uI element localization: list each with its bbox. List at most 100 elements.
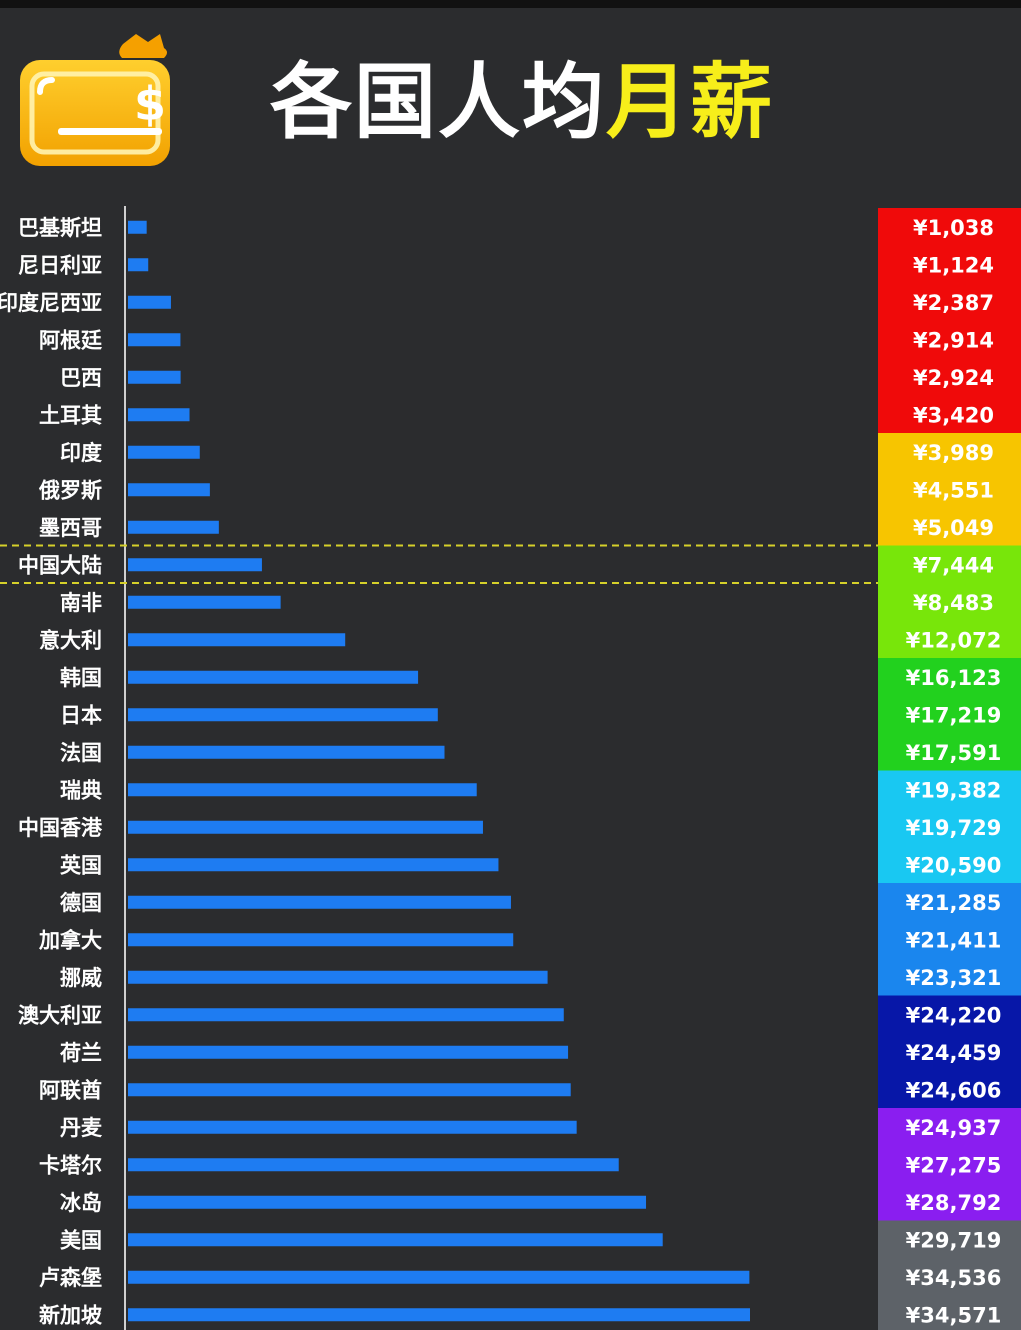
value-box: [878, 808, 1021, 847]
salary-bar: [128, 670, 419, 684]
country-label: 巴西: [60, 366, 102, 390]
value-box: [878, 1108, 1021, 1147]
value-label: ¥1,038: [913, 216, 994, 240]
country-label: 卢森堡: [39, 1266, 102, 1290]
salary-bar: [128, 1045, 569, 1059]
value-label: ¥3,989: [913, 441, 994, 465]
salary-bar: [128, 220, 147, 234]
salary-bar: [128, 820, 483, 834]
value-box: [878, 883, 1021, 922]
value-box: [878, 770, 1021, 809]
salary-bar: [128, 970, 548, 984]
salary-bar: [128, 595, 281, 609]
value-label: ¥23,321: [906, 966, 1002, 990]
country-label: 阿联酋: [39, 1078, 102, 1102]
value-label: ¥4,551: [913, 478, 994, 502]
value-label: ¥28,792: [906, 1191, 1002, 1215]
value-box: [878, 958, 1021, 997]
value-box: [878, 920, 1021, 959]
value-box: [878, 470, 1021, 509]
value-label: ¥17,591: [906, 741, 1002, 765]
value-label: ¥2,914: [913, 328, 994, 352]
value-label: ¥21,411: [906, 928, 1002, 952]
country-label: 土耳其: [39, 403, 102, 427]
salary-bar: [128, 558, 262, 572]
country-label: 巴基斯坦: [18, 216, 102, 240]
value-box: [878, 395, 1021, 434]
salary-bar: [128, 1270, 750, 1284]
value-box: [878, 1220, 1021, 1259]
country-label: 加拿大: [38, 928, 102, 952]
value-box: [878, 845, 1021, 884]
country-label: 卡塔尔: [39, 1153, 102, 1177]
value-box: [878, 208, 1021, 247]
value-label: ¥21,285: [906, 891, 1002, 915]
value-label: ¥20,590: [906, 853, 1002, 877]
salary-bar: [128, 1308, 750, 1322]
country-label: 南非: [60, 591, 102, 615]
salary-bar: [128, 445, 200, 459]
value-label: ¥2,387: [913, 291, 994, 315]
value-box: [878, 620, 1021, 659]
svg-text:$: $: [134, 77, 166, 131]
value-label: ¥12,072: [906, 628, 1002, 652]
value-label: ¥27,275: [906, 1153, 1002, 1177]
country-label: 中国香港: [18, 816, 103, 840]
country-label: 挪威: [60, 966, 102, 990]
value-box: [878, 320, 1021, 359]
salary-bar: [128, 408, 190, 422]
salary-bar: [128, 708, 438, 722]
value-label: ¥8,483: [913, 591, 994, 615]
country-label: 新加坡: [39, 1303, 102, 1327]
salary-bar: [128, 783, 477, 797]
salary-bar: [128, 483, 210, 497]
country-label: 印度: [60, 441, 102, 465]
country-label: 澳大利亚: [18, 1003, 102, 1027]
value-box: [878, 245, 1021, 284]
country-label: 意大利: [39, 628, 102, 652]
country-label: 德国: [60, 891, 102, 915]
country-label: 丹麦: [60, 1116, 103, 1140]
country-label: 瑞典: [60, 778, 102, 802]
value-box: [878, 658, 1021, 697]
value-box: [878, 1070, 1021, 1109]
value-box: [878, 358, 1021, 397]
value-label: ¥24,606: [906, 1078, 1002, 1102]
value-label: ¥34,571: [906, 1303, 1002, 1327]
salary-bar: [128, 258, 149, 272]
wallet-money-bag-icon: $: [20, 34, 170, 166]
value-label: ¥2,924: [913, 366, 994, 390]
value-box: [878, 433, 1021, 472]
salary-bar: [128, 895, 511, 909]
country-label: 墨西哥: [39, 516, 102, 540]
salary-bar: [128, 745, 445, 759]
value-box: [878, 1145, 1021, 1184]
value-box: [878, 1183, 1021, 1222]
value-box: [878, 733, 1021, 772]
country-label: 法国: [60, 741, 102, 765]
salary-bar: [128, 370, 181, 384]
country-label: 日本: [60, 703, 102, 727]
value-box: [878, 545, 1021, 584]
value-box: [878, 1258, 1021, 1297]
country-label: 印度尼西亚: [0, 291, 102, 315]
salary-bar: [128, 295, 171, 309]
title-part-white: 各国人均: [270, 55, 607, 150]
value-label: ¥3,420: [913, 403, 994, 427]
country-label: 荷兰: [60, 1041, 102, 1065]
value-box: [878, 1295, 1021, 1330]
value-label: ¥24,459: [906, 1041, 1002, 1065]
title-part-yellow: 月薪: [606, 55, 775, 150]
salary-bar: [128, 633, 346, 647]
country-label: 尼日利亚: [18, 253, 102, 277]
country-label: 韩国: [60, 666, 102, 690]
value-box: [878, 995, 1021, 1034]
salary-bar: [128, 1120, 577, 1134]
value-label: ¥1,124: [913, 253, 994, 277]
value-label: ¥7,444: [913, 553, 994, 577]
country-label: 美国: [60, 1228, 102, 1252]
value-box: [878, 1033, 1021, 1072]
value-box: [878, 583, 1021, 622]
salary-bar: [128, 1158, 619, 1172]
page-title: 各国人均月薪: [270, 48, 774, 158]
